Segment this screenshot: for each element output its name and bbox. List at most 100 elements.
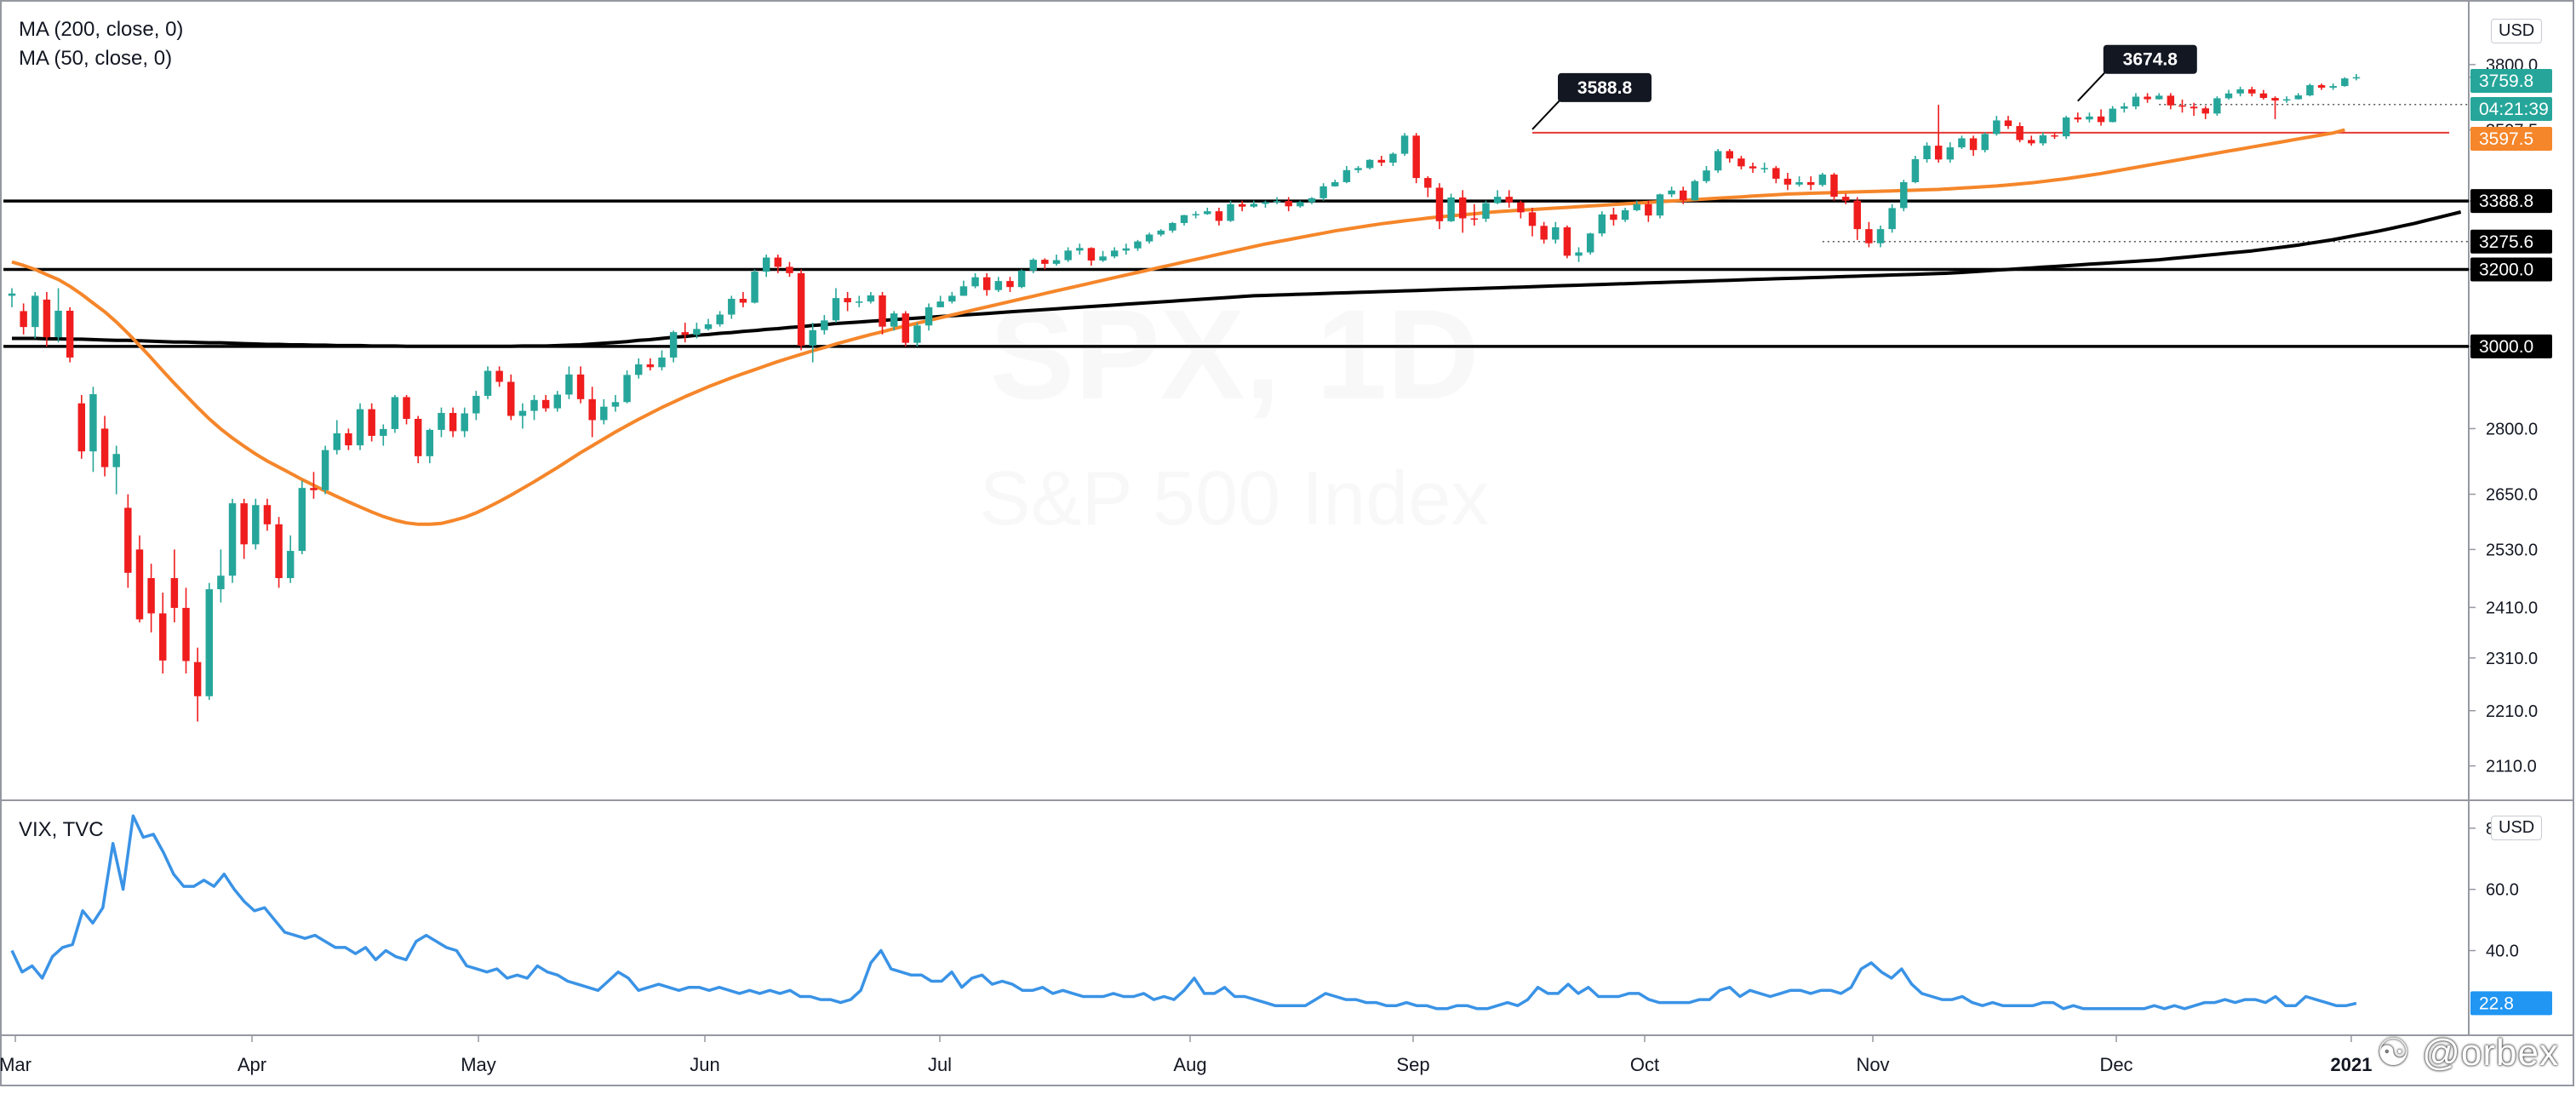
candle[interactable]	[1342, 169, 1351, 182]
candle[interactable]	[623, 375, 631, 403]
candle[interactable]	[124, 507, 132, 573]
candle[interactable]	[565, 374, 573, 395]
candle[interactable]	[2121, 106, 2128, 109]
candle[interactable]	[1645, 203, 1652, 216]
badge-level[interactable]	[2470, 257, 2552, 282]
candle[interactable]	[809, 329, 816, 346]
candle[interactable]	[77, 403, 86, 452]
candle[interactable]	[728, 299, 736, 315]
candle[interactable]	[1285, 201, 1292, 207]
candle[interactable]	[1633, 203, 1640, 210]
candle[interactable]	[1470, 218, 1479, 220]
candle[interactable]	[1575, 252, 1583, 256]
candle[interactable]	[739, 299, 747, 303]
candle[interactable]	[170, 578, 179, 609]
candle[interactable]	[240, 503, 248, 545]
candle[interactable]	[924, 306, 933, 326]
candle[interactable]	[2329, 86, 2337, 88]
candle[interactable]	[100, 428, 109, 467]
candle[interactable]	[1505, 197, 1513, 203]
callout-box[interactable]	[1558, 72, 1652, 102]
candle[interactable]	[2039, 135, 2047, 144]
candle[interactable]	[1365, 159, 1374, 169]
candle[interactable]	[1029, 260, 1037, 271]
candle[interactable]	[2155, 95, 2163, 100]
candle[interactable]	[611, 402, 620, 407]
candle[interactable]	[217, 576, 225, 590]
vix-line[interactable]	[10, 814, 2357, 1011]
candle[interactable]	[310, 488, 318, 490]
candle[interactable]	[193, 662, 202, 696]
candle[interactable]	[298, 488, 306, 552]
legend-vix[interactable]: VIX, TVC	[19, 818, 104, 841]
candle[interactable]	[1934, 146, 1943, 160]
candle[interactable]	[1180, 215, 1188, 223]
candle[interactable]	[856, 301, 863, 303]
candle[interactable]	[8, 293, 16, 296]
candle[interactable]	[2028, 140, 2035, 144]
candle[interactable]	[461, 413, 468, 432]
candle[interactable]	[2086, 116, 2093, 120]
candle[interactable]	[2306, 84, 2314, 96]
candle[interactable]	[1865, 229, 1873, 243]
candle[interactable]	[263, 505, 272, 524]
candle[interactable]	[2109, 108, 2116, 123]
candle[interactable]	[403, 397, 410, 419]
candle[interactable]	[1981, 134, 1989, 151]
candle[interactable]	[1714, 151, 1722, 171]
candle[interactable]	[762, 257, 770, 272]
candle[interactable]	[1250, 203, 1258, 207]
candle[interactable]	[1749, 166, 1757, 169]
candle[interactable]	[646, 364, 655, 368]
badge-ma50[interactable]	[2470, 127, 2552, 151]
candle[interactable]	[1377, 159, 1385, 163]
candle[interactable]	[1122, 248, 1131, 251]
candle[interactable]	[449, 413, 457, 432]
candle[interactable]	[1482, 203, 1490, 219]
candle[interactable]	[1795, 181, 1803, 185]
candle[interactable]	[797, 272, 805, 346]
candle[interactable]	[1586, 233, 1594, 253]
legend-ma200[interactable]: MA (200, close, 0)	[19, 18, 184, 41]
candle[interactable]	[1493, 197, 1502, 203]
candle[interactable]	[472, 395, 480, 414]
candle[interactable]	[54, 310, 62, 338]
candle[interactable]	[2074, 117, 2082, 120]
candle[interactable]	[182, 608, 190, 662]
candle[interactable]	[1017, 270, 1026, 288]
candle[interactable]	[1412, 135, 1420, 179]
candle[interactable]	[321, 450, 329, 490]
candle[interactable]	[2259, 93, 2268, 99]
candle[interactable]	[1737, 158, 1745, 167]
candle[interactable]	[2317, 84, 2326, 88]
candle[interactable]	[948, 295, 956, 302]
candle[interactable]	[1853, 200, 1861, 230]
candle[interactable]	[1563, 227, 1571, 256]
candle[interactable]	[2213, 98, 2221, 114]
candle[interactable]	[588, 398, 596, 421]
candle[interactable]	[704, 324, 713, 329]
candle[interactable]	[1134, 241, 1142, 249]
candle[interactable]	[1888, 208, 1896, 230]
candle[interactable]	[380, 428, 387, 436]
candle[interactable]	[495, 370, 503, 382]
candle[interactable]	[1435, 187, 1444, 221]
price-currency-button[interactable]: USD	[2491, 19, 2543, 43]
candle[interactable]	[2051, 135, 2058, 137]
candle[interactable]	[2178, 105, 2186, 107]
candle[interactable]	[1540, 226, 1548, 240]
candle[interactable]	[2236, 89, 2244, 94]
candle[interactable]	[1818, 175, 1827, 186]
candle[interactable]	[1400, 135, 1409, 154]
candle[interactable]	[1354, 168, 1362, 170]
candle[interactable]	[994, 281, 1003, 290]
candle[interactable]	[1099, 256, 1107, 261]
candle[interactable]	[832, 298, 840, 321]
candle[interactable]	[867, 295, 875, 302]
candle[interactable]	[275, 524, 283, 579]
candle[interactable]	[1447, 197, 1455, 221]
candle[interactable]	[252, 505, 260, 545]
candle[interactable]	[2144, 96, 2151, 100]
badge-countdown[interactable]	[2470, 97, 2552, 121]
candle[interactable]	[1656, 194, 1664, 216]
